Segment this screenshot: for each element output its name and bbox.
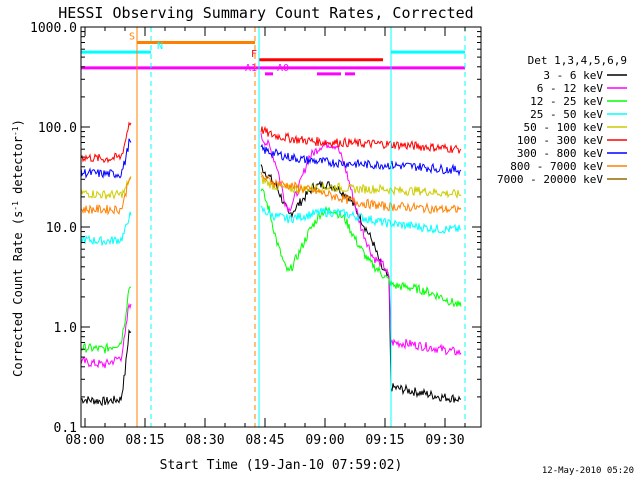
y-tick-label-0: 0.1 <box>54 421 77 436</box>
y-tick-label-2: 10.0 <box>46 221 77 236</box>
series-layer <box>81 121 462 407</box>
y-tick-label-1: 1.0 <box>54 321 77 336</box>
flag-label-F: F <box>251 49 257 60</box>
flag-label-A0: A0 <box>277 63 289 74</box>
x-tick-label-0: 08:00 <box>65 433 104 448</box>
series-line-2 <box>81 302 132 369</box>
y-axis-label: Corrected Count Rate (s-1 detector-1) <box>11 119 25 377</box>
vertical-markers <box>136 27 466 427</box>
legend-label-0: 3 - 6 keV <box>543 69 603 82</box>
legend-label-2: 12 - 25 keV <box>530 95 603 108</box>
series-line-6 <box>81 211 132 246</box>
x-tick-label-3: 08:45 <box>245 433 284 448</box>
legend-header: Det 1,3,4,5,6,9 <box>528 54 627 67</box>
legend-label-1: 6 - 12 keV <box>537 82 604 95</box>
x-tick-label-6: 09:30 <box>425 433 464 448</box>
series-line-9 <box>260 175 462 200</box>
flag-label-S: S <box>129 31 135 42</box>
series-line-5 <box>260 188 462 308</box>
series-line-11 <box>260 125 462 154</box>
x-axis-label: Start Time (19-Jan-10 07:59:02) <box>160 458 403 473</box>
series-line-4 <box>81 286 132 354</box>
series-line-1 <box>260 164 461 403</box>
legend-label-7: 800 - 7000 keV <box>510 160 603 173</box>
x-tick-label-1: 08:15 <box>125 433 164 448</box>
y-tick-label-4: 1000.0 <box>30 21 77 36</box>
legend-label-8: 7000 - 20000 keV <box>497 173 603 186</box>
flag-label-N: N <box>157 41 163 52</box>
x-tick-label-2: 08:30 <box>185 433 224 448</box>
series-line-0 <box>81 328 132 407</box>
legend-label-5: 100 - 300 keV <box>517 134 603 147</box>
series-line-15 <box>260 171 462 214</box>
flag-bars: S N F A0 A1 <box>81 31 465 76</box>
y-tick-label-3: 100.0 <box>38 121 77 136</box>
series-line-8 <box>81 177 132 201</box>
x-tick-label-4: 09:00 <box>305 433 344 448</box>
axes: 0.1 1.0 10.0 100.0 1000.0 08:00 08:15 08:30 08:4… <box>30 21 482 448</box>
footer-date: 12-May-2010 05:20 <box>541 466 634 476</box>
legend-label-6: 300 - 800 keV <box>517 147 603 160</box>
series-line-3 <box>260 133 462 356</box>
series-line-7 <box>260 205 462 235</box>
chart-title: HESSI Observing Summary Count Rates, Cor… <box>58 4 473 22</box>
legend-label-4: 50 - 100 keV <box>524 121 604 134</box>
series-line-12 <box>81 138 132 179</box>
legend-label-3: 25 - 50 keV <box>530 108 603 121</box>
series-line-10 <box>81 121 132 164</box>
series-line-14 <box>81 176 132 216</box>
x-tick-label-5: 09:15 <box>365 433 404 448</box>
series-line-13 <box>260 143 462 177</box>
flag-label-A1: A1 <box>245 63 257 74</box>
